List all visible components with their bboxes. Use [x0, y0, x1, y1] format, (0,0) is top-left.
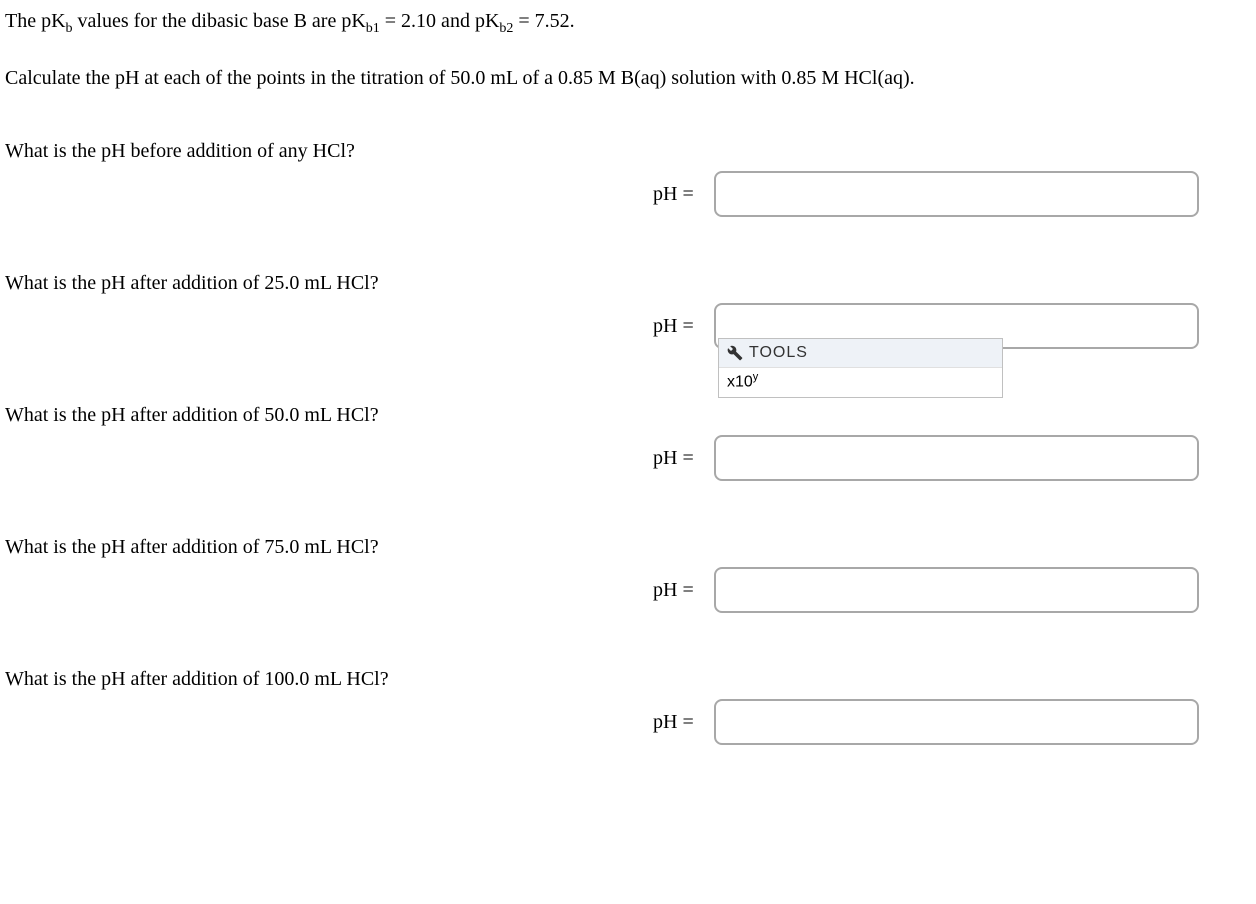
- answer-label: pH =: [653, 183, 694, 206]
- answer-row: pH =: [653, 567, 1246, 613]
- intro-text: = 7.52.: [513, 10, 574, 32]
- tools-scientific-notation[interactable]: x10y: [719, 368, 1002, 397]
- tools-header: TOOLS: [719, 339, 1002, 368]
- tools-title: TOOLS: [749, 344, 808, 362]
- question-prompt: What is the pH after addition of 100.0 m…: [5, 668, 1246, 691]
- question-3: What is the pH after addition of 50.0 mL…: [5, 404, 1246, 481]
- question-4: What is the pH after addition of 75.0 mL…: [5, 536, 1246, 613]
- intro-text: values for the dibasic base B are pK: [73, 10, 366, 32]
- question-5: What is the pH after addition of 100.0 m…: [5, 668, 1246, 745]
- question-prompt: What is the pH after addition of 50.0 mL…: [5, 404, 1246, 427]
- question-prompt: What is the pH after addition of 25.0 mL…: [5, 272, 1246, 295]
- answer-label: pH =: [653, 447, 694, 470]
- tools-item-base: x10: [727, 373, 753, 390]
- answer-label: pH =: [653, 711, 694, 734]
- answer-row: pH =: [653, 699, 1246, 745]
- intro-subscript: b2: [499, 21, 513, 36]
- question-2: What is the pH after addition of 25.0 mL…: [5, 272, 1246, 349]
- answer-row: pH =: [653, 171, 1246, 217]
- tools-item-sup: y: [753, 371, 759, 383]
- ph-input-1[interactable]: [714, 171, 1199, 217]
- question-prompt: What is the pH before addition of any HC…: [5, 140, 1246, 163]
- intro-subscript: b1: [366, 21, 380, 36]
- answer-label: pH =: [653, 579, 694, 602]
- intro-line-2: Calculate the pH at each of the points i…: [5, 67, 1246, 90]
- intro-line-1: The pKb values for the dibasic base B ar…: [5, 10, 1246, 37]
- intro-text: The pK: [5, 10, 66, 32]
- ph-input-4[interactable]: [714, 567, 1199, 613]
- tools-panel: TOOLS x10y: [718, 338, 1003, 398]
- answer-row: pH =: [653, 435, 1246, 481]
- problem-intro: The pKb values for the dibasic base B ar…: [5, 10, 1246, 90]
- ph-input-5[interactable]: [714, 699, 1199, 745]
- question-prompt: What is the pH after addition of 75.0 mL…: [5, 536, 1246, 559]
- ph-input-3[interactable]: [714, 435, 1199, 481]
- question-1: What is the pH before addition of any HC…: [5, 140, 1246, 217]
- intro-subscript: b: [66, 21, 73, 36]
- intro-text: = 2.10 and pK: [380, 10, 500, 32]
- answer-label: pH =: [653, 315, 694, 338]
- wrench-icon: [727, 345, 743, 361]
